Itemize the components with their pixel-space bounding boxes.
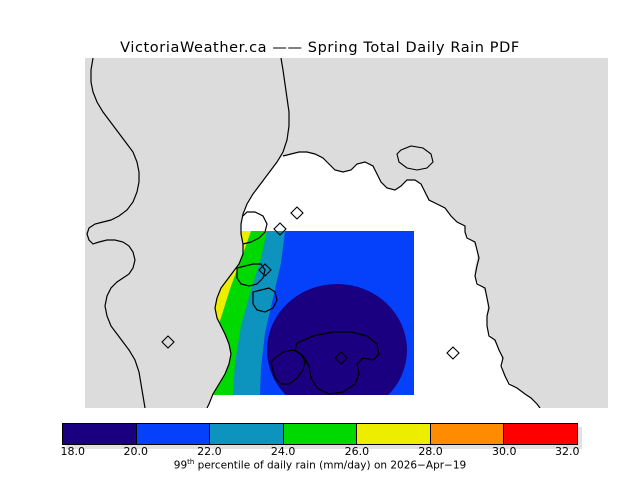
colorbar-tick-28.0: 28.0 <box>418 445 443 458</box>
island-in-cyan-band <box>270 349 306 385</box>
colorbar-tick-20.0: 20.0 <box>123 445 148 458</box>
station-marker[interactable] <box>290 206 304 220</box>
island-small-north <box>396 145 434 171</box>
colorbar-band-4[interactable] <box>357 424 431 444</box>
colorbar-tick-24.0: 24.0 <box>270 445 296 458</box>
colorbar-band-3[interactable] <box>283 424 358 444</box>
land-mass-central <box>87 58 289 408</box>
page-title: VictoriaWeather.ca —— Spring Total Daily… <box>120 40 520 56</box>
station-marker[interactable] <box>161 335 175 349</box>
colorbar-tick-18.0: 18.0 <box>60 445 86 458</box>
colorbar-band-1[interactable] <box>136 424 211 444</box>
colorbar-band-5[interactable] <box>430 424 505 444</box>
coastlines <box>86 58 541 408</box>
station-marker[interactable] <box>273 222 287 236</box>
colorbar-band-2[interactable] <box>210 424 284 444</box>
caption-rest: percentile of daily rain (mm/day) on 202… <box>194 459 467 472</box>
colorbar-caption: 99th percentile of daily rain (mm/day) o… <box>0 458 640 472</box>
station-marker[interactable] <box>258 263 272 277</box>
colorbar-tick-labels: 18.0 20.0 22.0 24.0 26.0 28.0 30.0 32.0 <box>60 445 582 459</box>
caption-prefix: 99 <box>173 459 188 472</box>
weather-contour-map[interactable] <box>85 58 608 408</box>
station-marker[interactable] <box>334 351 348 365</box>
colorbar-tick-22.0: 22.0 <box>197 445 222 458</box>
station-marker[interactable] <box>446 346 460 360</box>
colorbar[interactable] <box>62 423 582 449</box>
island-in-navy-band <box>294 331 380 395</box>
colorbar-tick-26.0: 26.0 <box>344 445 370 458</box>
colorbar-bands[interactable] <box>62 423 578 445</box>
colorbar-tick-30.0: 30.0 <box>492 445 517 458</box>
contour-band-18-20 <box>267 284 407 395</box>
land-mass-west <box>85 58 145 408</box>
colorbar-tick-32.0: 32.0 <box>554 445 580 458</box>
map-panel[interactable] <box>85 58 608 408</box>
caption-superscript: th <box>187 458 195 466</box>
colorbar-band-0[interactable] <box>63 424 137 444</box>
colorbar-band-6[interactable] <box>504 424 578 444</box>
station-markers[interactable] <box>161 206 460 365</box>
